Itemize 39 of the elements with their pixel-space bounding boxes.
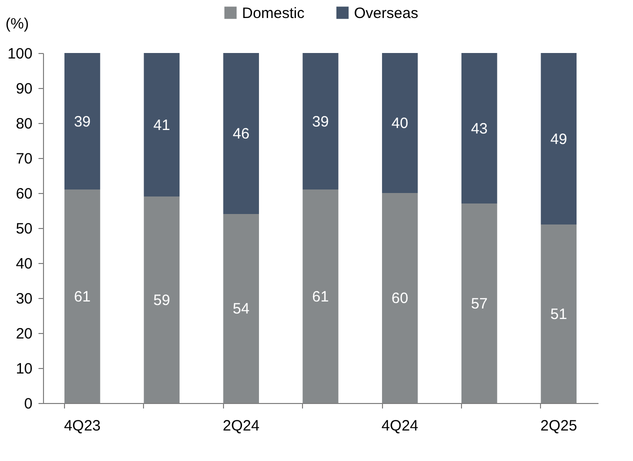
y-tick-label: 10	[16, 360, 32, 378]
data-label: 60	[392, 290, 408, 307]
data-label: 39	[312, 113, 329, 130]
legend-label: Overseas	[354, 4, 418, 22]
legend-label: Domestic	[242, 4, 306, 22]
data-label: 61	[312, 288, 329, 306]
x-tick-label: 4Q23	[64, 418, 101, 434]
data-label: 46	[232, 126, 250, 142]
data-label: 39	[74, 113, 91, 130]
bar	[461, 53, 498, 204]
y-tick-label: 20	[16, 326, 32, 342]
y-tick-label: 0	[24, 396, 32, 412]
data-label: 40	[392, 115, 408, 132]
y-tick-label: 30	[16, 290, 32, 308]
y-tick-label: 50	[16, 220, 32, 238]
bar	[302, 53, 338, 190]
data-label: 41	[153, 116, 170, 134]
data-label: 61	[74, 288, 91, 306]
bar	[144, 53, 180, 196]
y-tick-label: 80	[16, 116, 32, 132]
data-label: 43	[470, 120, 488, 138]
data-label: 49	[550, 130, 568, 148]
bar	[223, 53, 259, 214]
x-tick-label: 4Q24	[382, 418, 418, 434]
y-tick-label: 40	[16, 256, 32, 272]
data-label: 59	[153, 292, 170, 309]
data-label: 51	[550, 306, 568, 323]
x-tick-label: 2Q24	[222, 418, 260, 434]
bar	[382, 53, 418, 193]
bar	[540, 53, 577, 224]
x-tick-label: 2Q25	[540, 418, 578, 434]
y-tick-label: 70	[16, 150, 32, 168]
data-label: 54	[232, 300, 250, 318]
data-label: 57	[470, 295, 488, 312]
bar	[64, 53, 100, 190]
y-axis-title: (%)	[6, 16, 29, 32]
y-tick-label: 100	[7, 46, 32, 62]
y-tick-label: 60	[16, 186, 32, 202]
y-tick-label: 90	[16, 80, 32, 98]
